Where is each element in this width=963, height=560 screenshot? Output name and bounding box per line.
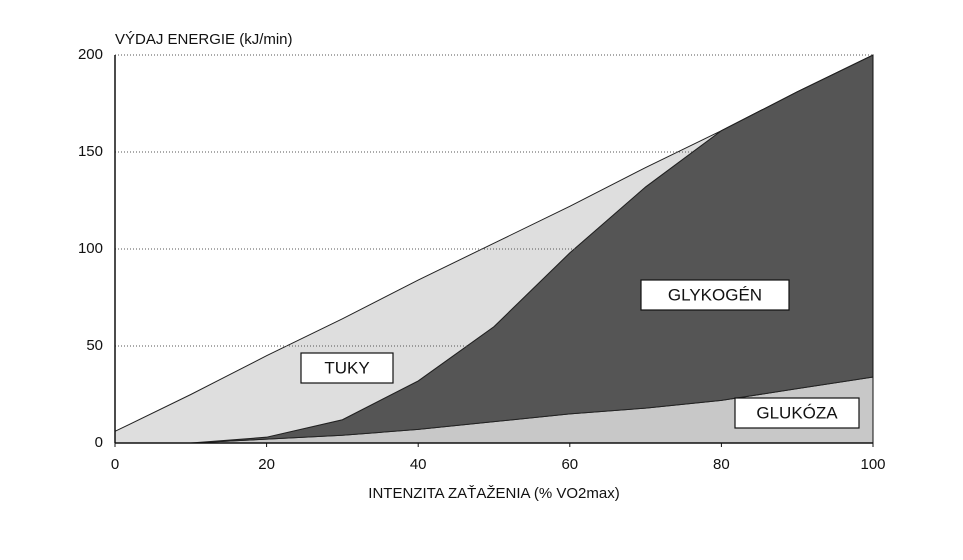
label-box	[300, 352, 394, 384]
x-axis-label: INTENZITA ZAŤAŽENIA (% VO2max)	[368, 485, 619, 502]
series-label: GLUKÓZA	[756, 403, 838, 422]
series-label: TUKY	[324, 358, 369, 377]
x-tick-label: 0	[111, 456, 119, 473]
x-tick-label: 80	[713, 456, 730, 473]
label-box	[640, 279, 790, 311]
y-tick-label: 100	[78, 240, 103, 257]
y-tick-label: 200	[78, 46, 103, 63]
label-box	[734, 397, 860, 429]
series-label: GLYKOGÉN	[668, 285, 762, 304]
x-tick-label: 40	[410, 456, 427, 473]
x-tick-label: 20	[258, 456, 275, 473]
x-tick-label: 60	[561, 456, 578, 473]
y-axis-label: VÝDAJ ENERGIE (kJ/min)	[115, 31, 293, 48]
x-tick-label: 100	[860, 456, 885, 473]
y-tick-label: 0	[95, 434, 103, 451]
y-tick-label: 50	[86, 337, 103, 354]
y-tick-label: 150	[78, 143, 103, 160]
